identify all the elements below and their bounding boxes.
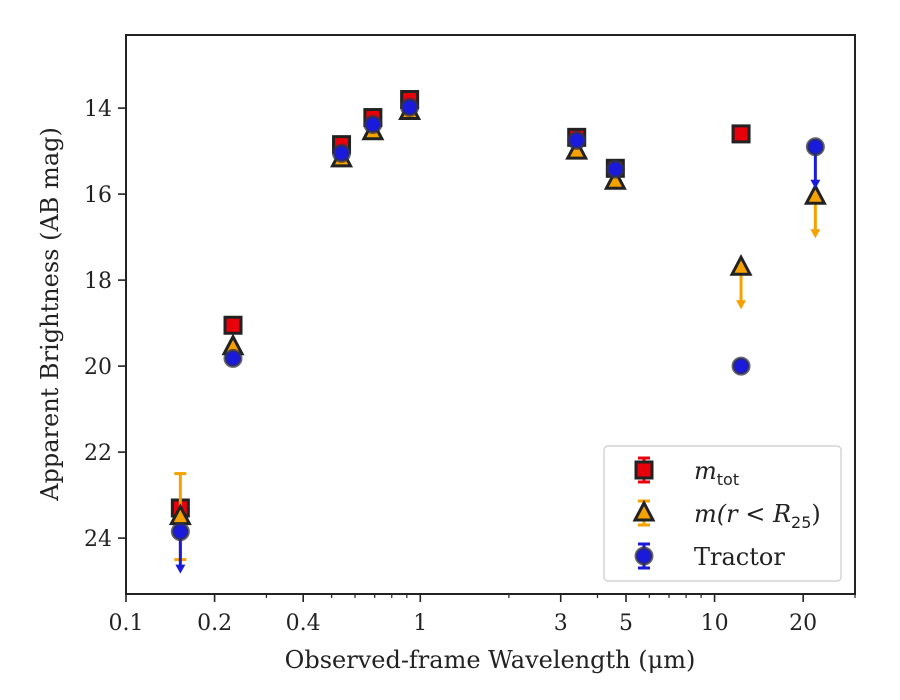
axis-ticks: 0.1 0.2 0.4 1 3 5 10 20 14 16 18 20 22 24 [84,97,856,636]
legend-circle-marker [634,546,654,566]
circle-point [363,114,383,134]
legend-label: Tractor [694,543,785,571]
x-tick-label: 0.2 [197,611,232,636]
y-tick-label: 16 [84,183,112,208]
legend-square-marker [634,460,654,480]
triangle-point [729,253,753,276]
legend-entry: m(r < R25) [632,499,821,532]
upper-limit-arrow-head [810,179,821,189]
legend-label: m(r < R25) [694,500,821,532]
plot-frame [125,34,856,595]
legend-label: mtot [694,457,739,489]
legend-triangle-marker [632,499,656,522]
upper-limit-arrow-head [736,300,747,310]
circle-point [223,348,243,368]
circle-point [332,143,352,163]
circle-point [567,130,587,150]
legend-label-main: m(r < R [694,500,791,528]
circle-point [805,137,825,157]
triangle-point [603,167,627,190]
triangle-point [803,183,827,205]
legend-label-main: m [694,457,717,485]
x-tick-label: 20 [789,611,817,636]
y-tick-label: 20 [84,355,112,380]
legend-label-rest: ) [811,500,820,528]
circle-point [400,97,420,117]
square-point [223,315,243,335]
upper-limit-arrow-head [810,229,821,239]
circle-point [170,522,190,542]
data-marks [168,90,827,574]
legend-label-main: Tractor [694,543,785,571]
x-tick-label: 10 [701,611,729,636]
y-tick-label: 14 [84,97,112,122]
legend-label-sub: 25 [791,513,811,532]
x-tick-label: 5 [619,611,633,636]
legend-box [603,445,842,582]
legend-entry: Tractor [634,542,785,571]
legend-label-sub: tot [717,470,739,489]
y-tick-label: 24 [84,527,112,552]
square-point [731,124,751,144]
upper-limit-arrow-head [175,564,186,574]
legend: mtot m(r < R25) Tractor [603,445,842,582]
circle-point [731,356,751,376]
x-tick-label: 1 [413,611,427,636]
x-tick-label: 0.1 [109,611,144,636]
circle-point [605,159,625,179]
x-axis-label: Observed-frame Wavelength (μm) [285,646,696,674]
y-tick-label: 22 [84,441,112,466]
y-tick-label: 18 [84,269,112,294]
x-tick-label: 0.4 [286,611,321,636]
series-circle [170,97,825,574]
legend-entry: mtot [634,456,739,489]
x-tick-label: 3 [554,611,568,636]
y-axis-label: Apparent Brightness (AB mag) [36,127,64,502]
